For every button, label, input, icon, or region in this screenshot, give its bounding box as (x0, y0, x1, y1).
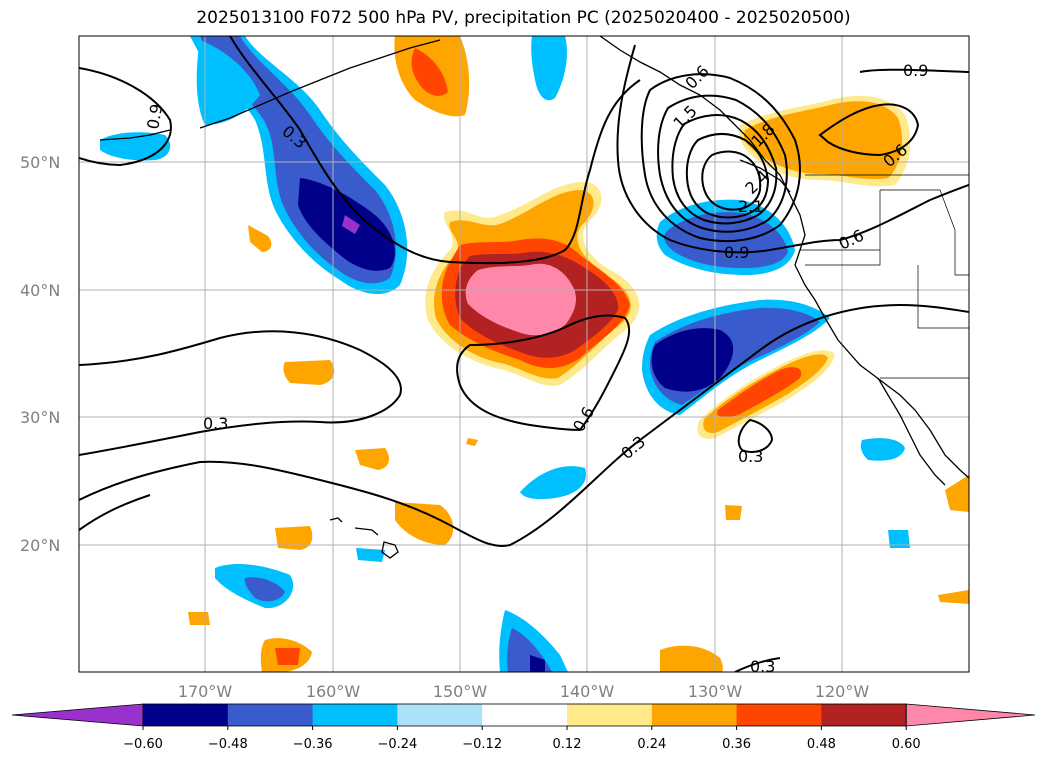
colorbar-tick-label: 0.60 (892, 737, 921, 752)
lon-label: 120°W (815, 682, 870, 701)
contour-label: 2.1 (738, 197, 763, 216)
colorbar-tick-label: −0.60 (123, 737, 163, 752)
colorbar-segment (567, 704, 653, 726)
longitude-labels: 170°W 160°W 150°W 140°W 130°W 120°W (178, 682, 870, 701)
lon-label: 170°W (178, 682, 233, 701)
colorbar-segment (397, 704, 483, 726)
colorbar-segment (651, 704, 738, 726)
colorbar-tick-label: 0.36 (722, 737, 751, 752)
colorbar-tick-label: −0.12 (462, 737, 502, 752)
lat-label: 50°N (20, 153, 60, 172)
contour-label: 0.9 (903, 61, 928, 80)
positive-anomaly-small-6 (275, 526, 313, 550)
colorbar-segment (482, 704, 568, 726)
map-frame (78, 35, 970, 673)
positive-anomaly-small-7 (466, 438, 478, 446)
colorbar-extend-min (11, 703, 144, 727)
positive-anomaly-small-3 (248, 225, 272, 252)
negative-anomaly-small-15 (860, 438, 905, 461)
positive-anomaly-small-4 (355, 448, 390, 470)
negative-anomaly-small-19 (356, 548, 385, 562)
lon-label: 130°W (688, 682, 743, 701)
lon-label: 160°W (306, 682, 361, 701)
colorbar-tick-label: −0.24 (377, 737, 417, 752)
colorbar-segment (143, 704, 229, 726)
negative-anomaly-california-band (642, 299, 830, 415)
latitude-labels: 50°N 40°N 30°N 20°N (20, 153, 60, 555)
colorbar-tick-label: −0.48 (208, 737, 248, 752)
positive-anomaly-central (425, 181, 640, 386)
negative-anomaly-small-8 (520, 466, 586, 500)
colorbar-outline (142, 703, 907, 727)
contour-label: 0.3 (203, 414, 228, 433)
positive-anomaly-small-18 (938, 590, 969, 604)
colorbar-segment (227, 704, 314, 726)
colorbar-tick-label: 0.12 (553, 737, 582, 752)
colorbar: −0.60 −0.48 −0.36 −0.24 −0.12 0.12 0.24 0.36 0.4… (11, 703, 1036, 752)
contour-label: 0.3 (750, 657, 775, 676)
lon-label: 140°W (560, 682, 615, 701)
positive-anomaly-small-17 (945, 475, 969, 512)
colorbar-tick-label: 0.24 (637, 737, 666, 752)
political-borders (800, 174, 969, 379)
positive-anomaly-alaska (394, 36, 470, 117)
negative-anomaly-north-pacific (190, 36, 408, 295)
positive-anomaly-small-5 (395, 502, 454, 545)
lat-label: 40°N (20, 281, 60, 300)
positive-anomaly-small-13 (660, 645, 723, 672)
positive-anomaly-small-12 (188, 612, 210, 625)
pv-contours (79, 36, 969, 672)
colorbar-segment (312, 704, 398, 726)
map-gridlines (79, 36, 969, 672)
colorbar-segment (736, 704, 822, 726)
lat-label: 30°N (20, 408, 60, 427)
contour-label: 0.9 (724, 243, 749, 262)
colorbar-tick-label: 0.48 (807, 737, 836, 752)
negative-anomaly-small-16 (888, 530, 910, 548)
map-title: 2025013100 F072 500 hPa PV, precipitatio… (196, 8, 851, 28)
coastlines (99, 36, 969, 559)
contour-label: 0.3 (738, 447, 763, 466)
colorbar-extend-max (905, 703, 1036, 727)
positive-anomaly-small-14 (725, 505, 742, 520)
negative-anomaly-small-1 (531, 36, 567, 101)
lon-label: 150°W (433, 682, 488, 701)
positive-anomaly-small-2 (283, 360, 335, 385)
colorbar-tick-label: −0.36 (293, 737, 333, 752)
contour-label: 0.9 (143, 102, 166, 130)
colorbar-segment (821, 704, 907, 726)
lat-label: 20°N (20, 536, 60, 555)
